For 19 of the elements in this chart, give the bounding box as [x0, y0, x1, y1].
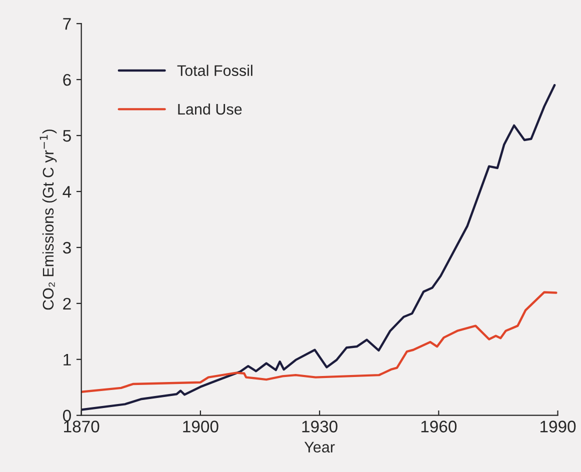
- x-tick-label: 1900: [183, 420, 218, 432]
- x-tick-label: 1870: [64, 420, 100, 432]
- y-tick-label: 5: [63, 130, 71, 142]
- legend-label: Land Use: [178, 103, 242, 115]
- line-series: [81, 84, 556, 411]
- x-tick-label: 1990: [540, 420, 576, 432]
- x-axis-title: Year: [304, 442, 335, 453]
- line-series: [81, 291, 558, 393]
- x-tick-label: 1930: [302, 420, 338, 432]
- y-tick-label: 3: [62, 242, 71, 254]
- y-tick-label: 2: [63, 298, 71, 310]
- y-tick-label: 4: [62, 186, 72, 198]
- legend-label: Total Fossil: [177, 64, 252, 76]
- y-axis-title: CO₂ Emissions (Gt C yr$^{−1}$): [40, 130, 57, 310]
- x-tick-label: 1960: [421, 420, 457, 432]
- y-tick-label: 7: [63, 18, 71, 30]
- y-tick-label: 6: [63, 74, 71, 86]
- y-tick-label: 1: [64, 354, 71, 366]
- y-tick-label: 0: [63, 410, 71, 422]
